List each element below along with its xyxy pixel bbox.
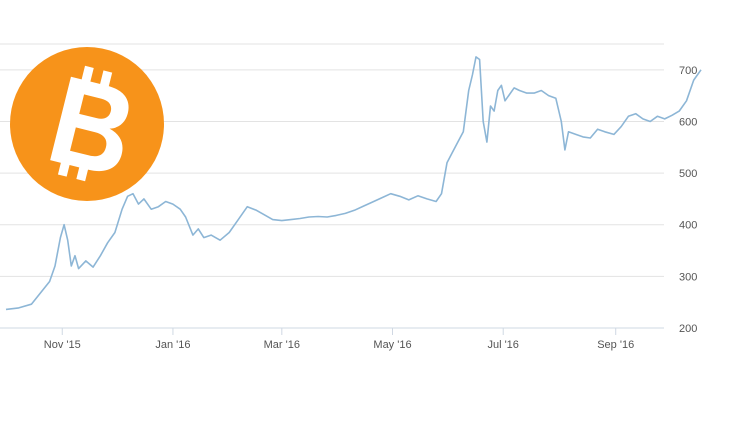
y-tick-label: 400 <box>679 220 697 232</box>
x-tick-label: Mar '16 <box>264 339 300 351</box>
y-axis: 200 300 400 500 600 700 <box>679 65 697 335</box>
x-tick-label: May '16 <box>373 339 411 351</box>
y-tick-label: 300 <box>679 271 697 283</box>
y-tick-label: 700 <box>679 65 697 77</box>
x-tick-label: Jan '16 <box>155 339 190 351</box>
x-tick-label: Sep '16 <box>597 339 634 351</box>
series <box>5 56 702 311</box>
x-axis: Nov '15 Jan '16 Mar '16 May '16 Jul '16 Sep '… <box>0 327 664 351</box>
price-series-line <box>5 56 702 311</box>
x-tick-label: Nov '15 <box>44 339 81 351</box>
y-tick-label: 200 <box>679 323 697 335</box>
x-tick-label: Jul '16 <box>487 339 518 351</box>
y-tick-label: 500 <box>679 168 697 180</box>
bitcoin-logo-icon <box>10 47 164 201</box>
y-tick-label: 600 <box>679 116 697 128</box>
